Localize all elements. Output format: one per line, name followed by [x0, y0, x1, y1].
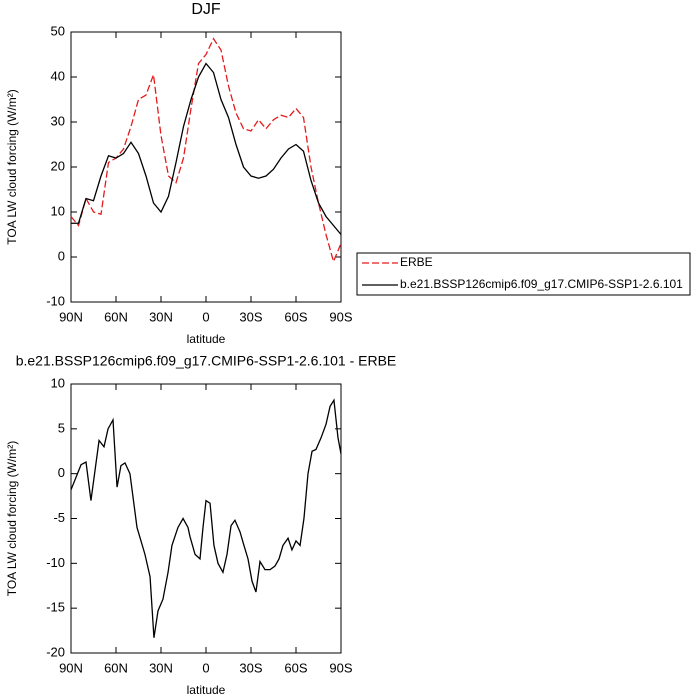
legend: ERBE b.e21.BSSP126cmip6.f09_g17.CMIP6-SSP…: [356, 252, 691, 296]
y-tick-label: 0: [58, 248, 65, 263]
y-tick-label: -10: [46, 293, 65, 308]
y-tick-label: -15: [46, 600, 65, 615]
x-tick-label: 90N: [59, 309, 83, 324]
x-tick-label: 90N: [59, 660, 83, 675]
chart-title: DJF: [191, 1, 221, 18]
y-tick-label: 10: [51, 375, 65, 390]
y-tick-label: 40: [51, 68, 65, 83]
x-tick-label: 30S: [239, 309, 262, 324]
data-line: [70, 398, 342, 638]
y-tick-label: 0: [58, 465, 65, 480]
x-tick-label: 60S: [284, 660, 307, 675]
data-line: [71, 62, 342, 235]
y-tick-label: 50: [51, 23, 65, 38]
y-tick-label: 20: [51, 158, 65, 173]
x-tick-label: 60N: [104, 660, 128, 675]
y-tick-label: 10: [51, 203, 65, 218]
y-tick-label: -10: [46, 555, 65, 570]
x-tick-label: 30N: [149, 309, 173, 324]
y-tick-label: -5: [53, 510, 65, 525]
legend-box: [356, 252, 691, 296]
x-tick-label: 0: [202, 660, 209, 675]
x-axis-label: latitude: [187, 332, 226, 346]
x-tick-label: 90S: [329, 660, 352, 675]
data-line: [70, 37, 342, 264]
legend-label: b.e21.BSSP126cmip6.f09_g17.CMIP6-SSP1-2.…: [400, 277, 683, 291]
plot-frame: [70, 31, 342, 303]
y-axis-label: TOA LW cloud forcing (W/m²): [5, 441, 19, 597]
x-tick-label: 30S: [239, 660, 262, 675]
y-tick-label: 5: [58, 420, 65, 435]
x-tick-label: 60N: [104, 309, 128, 324]
y-tick-label: 30: [51, 113, 65, 128]
x-tick-label: 60S: [284, 309, 307, 324]
x-tick-label: 30N: [149, 660, 173, 675]
x-tick-label: 0: [202, 309, 209, 324]
x-tick-label: 90S: [329, 309, 352, 324]
plot-frame: [70, 383, 342, 654]
chart-title: b.e21.BSSP126cmip6.f09_g17.CMIP6-SSP1-2.…: [16, 353, 397, 369]
y-axis-label: TOA LW cloud forcing (W/m²): [5, 89, 19, 245]
legend-label: ERBE: [400, 255, 433, 269]
x-axis-label: latitude: [187, 683, 226, 697]
y-tick-label: -20: [46, 644, 65, 659]
